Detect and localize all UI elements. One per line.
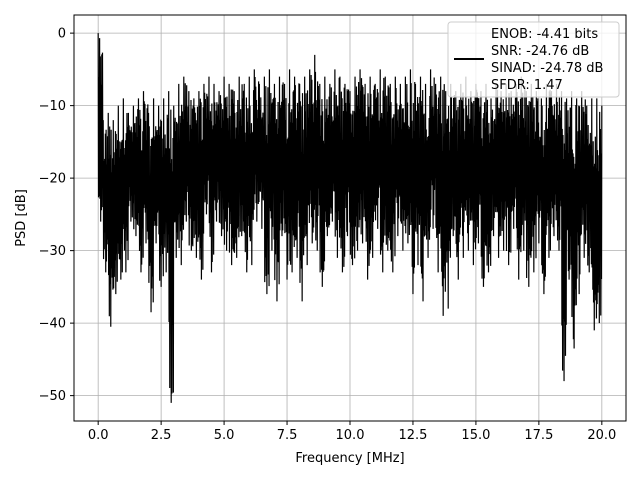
x-tick-label: 17.5 [524, 428, 553, 443]
x-tick-label: 15.0 [461, 428, 490, 443]
x-axis-label: Frequency [MHz] [295, 451, 404, 466]
legend-entry-sinad: SINAD: -24.78 dB [491, 61, 603, 76]
x-tick-label: 5.0 [214, 428, 235, 443]
x-tick-label: 12.5 [398, 428, 427, 443]
legend-entry-sfdr: SFDR: 1.47 [491, 78, 563, 93]
y-tick-label: −20 [39, 172, 66, 187]
legend-entry-enob: ENOB: -4.41 bits [491, 27, 598, 42]
y-tick-label: −40 [39, 317, 66, 332]
legend-box [447, 21, 620, 98]
legend-entry-snr: SNR: -24.76 dB [491, 44, 589, 59]
plot-area [97, 33, 603, 403]
y-tick-label: −10 [39, 99, 66, 114]
y-tick-label: −50 [39, 389, 66, 404]
y-tick-label: 0 [58, 27, 66, 42]
x-axis-ticks: 0.0 2.5 5.0 7.5 10.0 12.5 15.0 17.5 20.0 [88, 421, 616, 443]
psd-series-line [97, 33, 603, 403]
y-axis-label: PSD [dB] [14, 189, 29, 247]
legend: ENOB: -4.41 bits SNR: -24.76 dB SINAD: -… [447, 21, 620, 98]
x-tick-label: 0.0 [88, 428, 109, 443]
x-tick-label: 2.5 [151, 428, 172, 443]
x-tick-label: 7.5 [277, 428, 298, 443]
y-axis-ticks: 0 −10 −20 −30 −40 −50 [39, 27, 74, 404]
x-tick-label: 10.0 [336, 428, 365, 443]
x-tick-label: 20.0 [587, 428, 616, 443]
y-tick-label: −30 [39, 244, 66, 259]
